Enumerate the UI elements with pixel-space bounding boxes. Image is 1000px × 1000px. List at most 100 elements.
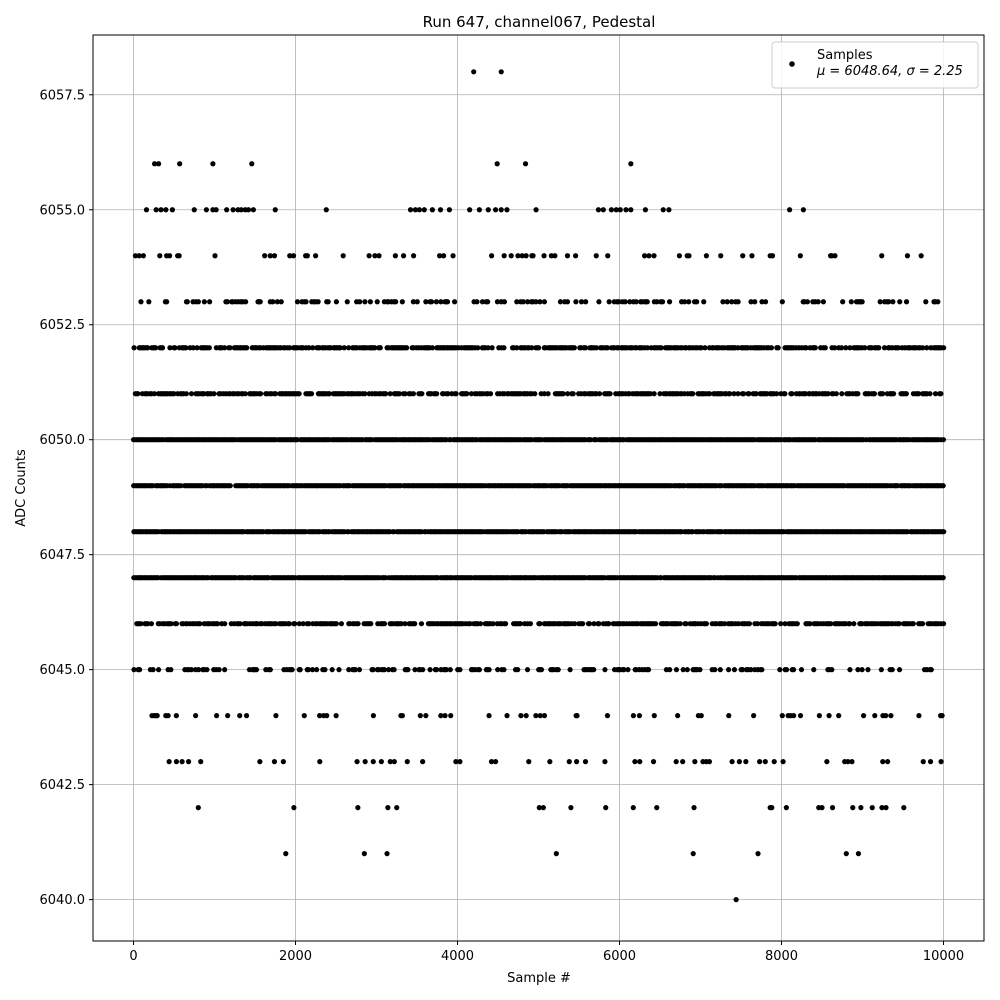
data-point	[843, 345, 849, 351]
chart-title: Run 647, channel067, Pedestal	[423, 13, 656, 31]
data-point	[193, 713, 199, 719]
x-tick-label: 10000	[923, 949, 964, 964]
data-point	[212, 253, 218, 259]
data-point	[333, 621, 340, 627]
data-point	[381, 621, 388, 627]
data-point	[654, 299, 660, 305]
data-point	[920, 759, 926, 765]
data-point	[706, 759, 713, 765]
data-point	[143, 207, 150, 213]
data-point	[392, 253, 398, 259]
data-point	[329, 667, 335, 673]
data-point	[434, 391, 440, 397]
data-point	[243, 713, 250, 719]
data-point	[622, 299, 628, 305]
data-point	[836, 713, 842, 719]
data-point	[645, 667, 652, 673]
data-point	[214, 713, 220, 719]
data-point	[697, 667, 703, 673]
data-point	[790, 667, 797, 673]
data-point	[138, 299, 144, 305]
data-point	[292, 621, 298, 627]
data-point	[815, 299, 821, 305]
data-point	[195, 805, 201, 811]
data-point	[467, 621, 473, 627]
data-point	[690, 851, 696, 857]
data-point	[896, 621, 902, 627]
data-point	[272, 207, 278, 213]
data-point	[632, 759, 638, 765]
data-point	[675, 713, 681, 719]
data-point	[494, 299, 501, 305]
data-point	[346, 667, 352, 673]
data-point	[417, 713, 423, 719]
data-point	[896, 667, 903, 673]
data-point	[479, 299, 486, 305]
data-point	[446, 207, 452, 213]
data-point	[306, 345, 312, 351]
data-point	[210, 161, 216, 167]
data-point	[429, 207, 435, 213]
data-point	[514, 299, 520, 305]
data-point	[547, 759, 553, 765]
data-point	[729, 759, 735, 765]
data-point	[526, 759, 532, 765]
data-point	[698, 345, 704, 351]
data-point	[625, 667, 631, 673]
data-point	[591, 621, 597, 627]
data-point	[676, 253, 683, 259]
x-tick-label: 0	[129, 949, 137, 964]
data-point	[883, 713, 889, 719]
data-point	[606, 621, 612, 627]
data-point	[227, 345, 233, 351]
data-point	[191, 207, 197, 213]
data-point	[851, 621, 857, 627]
data-point	[377, 345, 383, 351]
data-point	[211, 391, 217, 397]
data-point	[829, 667, 835, 673]
data-point	[940, 483, 946, 489]
data-point	[286, 621, 292, 627]
data-point	[145, 621, 151, 627]
data-point	[198, 759, 204, 765]
data-point	[698, 713, 704, 719]
data-point	[153, 345, 159, 351]
data-point	[541, 253, 547, 259]
data-point	[798, 667, 805, 673]
data-point	[536, 805, 542, 811]
data-point	[940, 575, 946, 581]
data-point	[167, 345, 173, 351]
data-point	[154, 713, 160, 719]
data-point	[381, 667, 388, 673]
data-point	[271, 253, 278, 259]
data-point	[195, 299, 201, 305]
data-point	[725, 667, 732, 673]
data-point	[883, 805, 889, 811]
data-point	[736, 759, 742, 765]
data-point	[657, 391, 663, 397]
data-point	[564, 299, 571, 305]
data-point	[314, 667, 320, 673]
data-point	[524, 667, 531, 673]
data-point	[604, 345, 610, 351]
data-point	[476, 667, 483, 673]
data-point	[445, 391, 451, 397]
data-point	[501, 345, 507, 351]
data-point	[876, 345, 882, 351]
data-point	[489, 345, 495, 351]
data-point	[869, 805, 875, 811]
data-point	[775, 345, 781, 351]
data-point	[280, 759, 286, 765]
data-point	[762, 759, 768, 765]
data-point	[362, 391, 368, 397]
data-point	[822, 345, 828, 351]
data-point	[370, 713, 376, 719]
data-point	[741, 391, 747, 397]
data-point	[498, 69, 504, 75]
data-point	[659, 299, 666, 305]
data-point	[520, 299, 526, 305]
data-point	[573, 299, 579, 305]
data-point	[746, 621, 753, 627]
data-point	[495, 667, 501, 673]
data-point	[464, 391, 470, 397]
